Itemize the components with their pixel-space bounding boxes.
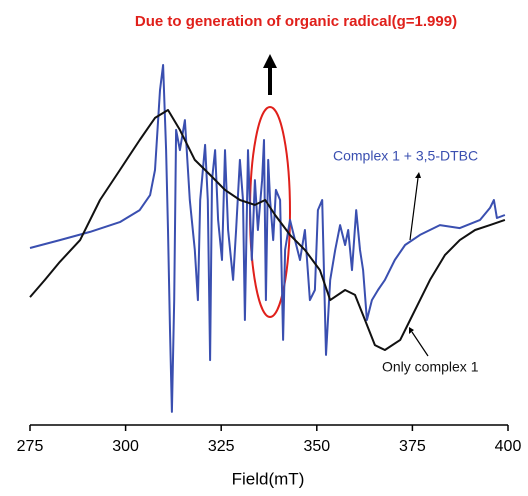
x-tick-label: 375 bbox=[399, 438, 426, 455]
x-tick-label: 325 bbox=[208, 438, 235, 455]
pointer bbox=[411, 331, 429, 357]
x-tick-label: 275 bbox=[17, 438, 44, 455]
pointer bbox=[409, 177, 419, 241]
x-tick-label: 400 bbox=[495, 438, 522, 455]
pointer-head bbox=[409, 327, 414, 334]
legend-label: Complex 1 + 3,5-DTBC bbox=[333, 148, 478, 164]
x-axis-label: Field(mT) bbox=[232, 469, 305, 488]
x-tick-label: 300 bbox=[112, 438, 139, 455]
series-line bbox=[29, 109, 506, 351]
pointer-head bbox=[415, 172, 421, 178]
arrow-head bbox=[263, 54, 277, 68]
legend-label: Only complex 1 bbox=[382, 359, 479, 375]
series-line bbox=[29, 64, 506, 413]
chart-title: Due to generation of organic radical(g=1… bbox=[135, 13, 457, 30]
x-tick-label: 350 bbox=[303, 438, 330, 455]
